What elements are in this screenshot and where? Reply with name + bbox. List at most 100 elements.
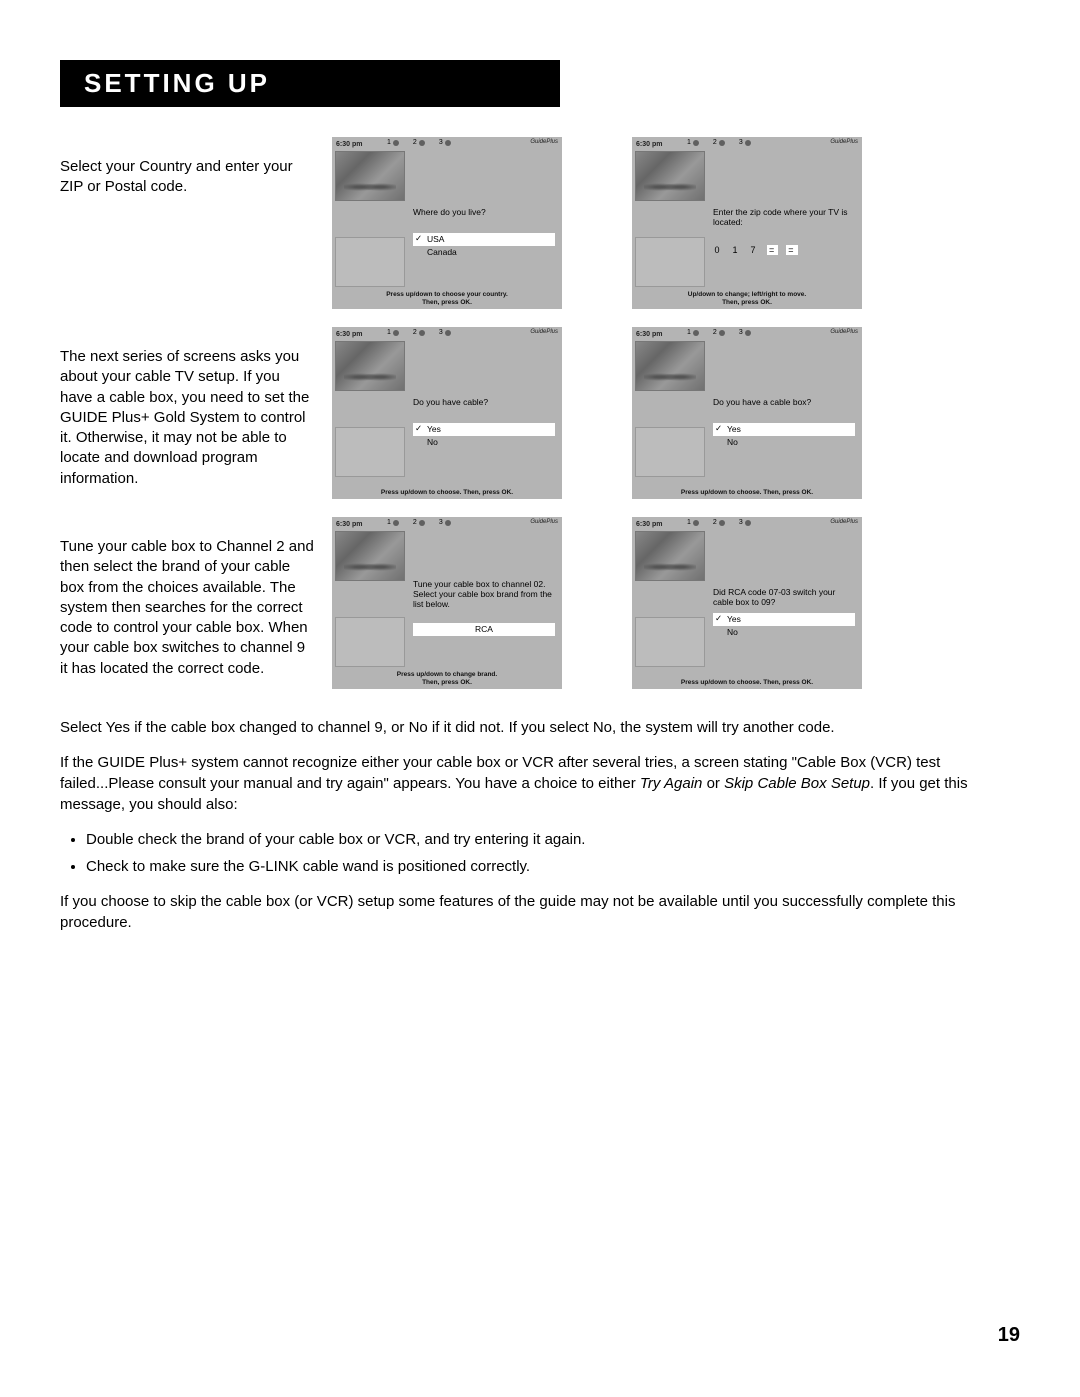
tv-hint: Press up/down to choose. Then, press OK.	[632, 489, 862, 496]
tv-tab: 2	[713, 329, 725, 336]
dot-icon	[445, 520, 451, 526]
tv-tab: 2	[413, 519, 425, 526]
dot-icon	[719, 140, 725, 146]
tv-hint: Press up/down to choose your country.The…	[332, 291, 562, 306]
tv-option[interactable]: No	[413, 436, 555, 449]
tv-right-panel: Do you have cable?✓YesNo	[407, 341, 559, 477]
tv-screen: 6:30 pm123GuidePlusDid RCA code 07-03 sw…	[632, 517, 862, 689]
tv-info-box	[635, 427, 705, 477]
tv-tab: 3	[739, 139, 751, 146]
tv-time: 6:30 pm	[636, 141, 662, 148]
dot-icon	[393, 140, 399, 146]
tv-options: ✓YesNo	[713, 613, 855, 639]
tv-option-label: RCA	[475, 624, 493, 634]
zip-digit: 1	[731, 245, 741, 255]
tv-info-box	[335, 617, 405, 667]
dot-icon	[719, 330, 725, 336]
tv-option[interactable]: No	[713, 626, 855, 639]
tv-screen: 6:30 pm123GuidePlusEnter the zip code wh…	[632, 137, 862, 309]
tv-option[interactable]: No	[713, 436, 855, 449]
tv-video-thumb	[635, 341, 705, 391]
tv-option[interactable]: ✓ Yes	[713, 423, 855, 436]
tv-screen: 6:30 pm123GuidePlusDo you have cable?✓Ye…	[332, 327, 562, 499]
tv-brand: GuidePlus	[530, 329, 558, 335]
tv-top-bar: 6:30 pm123GuidePlus	[632, 137, 862, 151]
check-icon: ✓	[715, 613, 722, 624]
zip-entry[interactable]: 017==	[713, 245, 798, 255]
tv-video-thumb	[635, 531, 705, 581]
tv-top-bar: 6:30 pm123GuidePlus	[332, 327, 562, 341]
dot-icon	[693, 330, 699, 336]
zip-digit: 7	[749, 245, 759, 255]
tv-option-label: USA	[427, 234, 444, 244]
tv-screen: 6:30 pm 1 2 3 GuidePlus Do you have a cable b…	[632, 327, 862, 499]
screens-wrap: 6:30 pm123GuidePlusDo you have cable?✓Ye…	[332, 327, 862, 499]
tv-prompt: Enter the zip code where your TV is loca…	[713, 207, 855, 227]
tv-top-bar: 6:30 pm 1 2 3 GuidePlus	[632, 327, 862, 341]
tv-screen: 6:30 pm123GuidePlusWhere do you live?✓US…	[332, 137, 562, 309]
content-row: The next series of screens asks you abou…	[60, 327, 1020, 499]
tv-brand: GuidePlus	[830, 329, 858, 335]
row-text: Select your Country and enter your ZIP o…	[60, 137, 320, 198]
tv-tab: 3	[439, 139, 451, 146]
tv-right-panel: Do you have a cable box? ✓ Yes No	[707, 341, 859, 477]
tv-tab: 2	[713, 519, 725, 526]
body-p2: If the GUIDE Plus+ system cannot recogni…	[60, 752, 1000, 815]
tv-right-panel: Did RCA code 07-03 switch your cable box…	[707, 531, 859, 667]
tv-prompt: Where do you live?	[413, 207, 555, 217]
tv-time: 6:30 pm	[336, 331, 362, 338]
row-text: The next series of screens asks you abou…	[60, 327, 320, 489]
dot-icon	[745, 330, 751, 336]
body-p1: Select Yes if the cable box changed to c…	[60, 717, 1000, 738]
tv-option-label: No	[727, 437, 738, 447]
row-text: Tune your cable box to Channel 2 and the…	[60, 517, 320, 679]
body-p3: If you choose to skip the cable box (or …	[60, 891, 1000, 933]
tv-prompt: Do you have a cable box?	[713, 397, 855, 407]
tv-info-box	[635, 617, 705, 667]
tv-tab: 1	[687, 139, 699, 146]
tv-option[interactable]: ✓USA	[413, 233, 555, 246]
dot-icon	[745, 520, 751, 526]
tv-options: RCA	[413, 623, 555, 636]
tv-options: ✓USACanada	[413, 233, 555, 259]
content-row: Tune your cable box to Channel 2 and the…	[60, 517, 1020, 689]
tv-time: 6:30 pm	[636, 521, 662, 528]
tv-tab: 3	[439, 519, 451, 526]
tv-option-label: Yes	[427, 424, 441, 434]
dot-icon	[419, 330, 425, 336]
content-row: Select your Country and enter your ZIP o…	[60, 137, 1020, 309]
tv-brand: GuidePlus	[530, 139, 558, 145]
tv-hint: Up/down to change; left/right to move.Th…	[632, 291, 862, 306]
tv-top-bar: 6:30 pm123GuidePlus	[332, 137, 562, 151]
body-bullet-1: Double check the brand of your cable box…	[86, 829, 1000, 850]
tv-tab: 3	[739, 519, 751, 526]
tv-video-thumb	[335, 531, 405, 581]
tv-option[interactable]: ✓Yes	[713, 613, 855, 626]
body-text: Select Yes if the cable box changed to c…	[60, 717, 1000, 933]
tv-video-thumb	[335, 341, 405, 391]
tv-prompt: Tune your cable box to channel 02. Selec…	[413, 579, 555, 610]
zip-digit: 0	[713, 245, 723, 255]
check-icon: ✓	[715, 423, 722, 434]
tv-tab: 1	[687, 329, 699, 336]
check-icon: ✓	[415, 423, 422, 434]
page-number: 19	[998, 1324, 1020, 1347]
tv-info-box	[335, 237, 405, 287]
tv-option-label: Yes	[727, 424, 741, 434]
tv-tabs: 123	[687, 519, 751, 526]
tv-tab: 2	[413, 329, 425, 336]
tv-option[interactable]: Canada	[413, 246, 555, 259]
dot-icon	[419, 140, 425, 146]
screens-wrap: 6:30 pm123GuidePlusTune your cable box t…	[332, 517, 862, 689]
tv-time: 6:30 pm	[636, 331, 662, 338]
tv-options: ✓ Yes No	[713, 423, 855, 449]
tv-tab: 3	[739, 329, 751, 336]
tv-option[interactable]: RCA	[413, 623, 555, 636]
tv-hint: Press up/down to choose. Then, press OK.	[332, 489, 562, 496]
tv-top-bar: 6:30 pm123GuidePlus	[332, 517, 562, 531]
tv-options: ✓ Yes No	[413, 423, 555, 449]
tv-brand: GuidePlus	[830, 519, 858, 525]
tv-prompt: Did RCA code 07-03 switch your cable box…	[713, 587, 855, 607]
zip-digit: =	[767, 245, 778, 255]
tv-option[interactable]: ✓ Yes	[413, 423, 555, 436]
